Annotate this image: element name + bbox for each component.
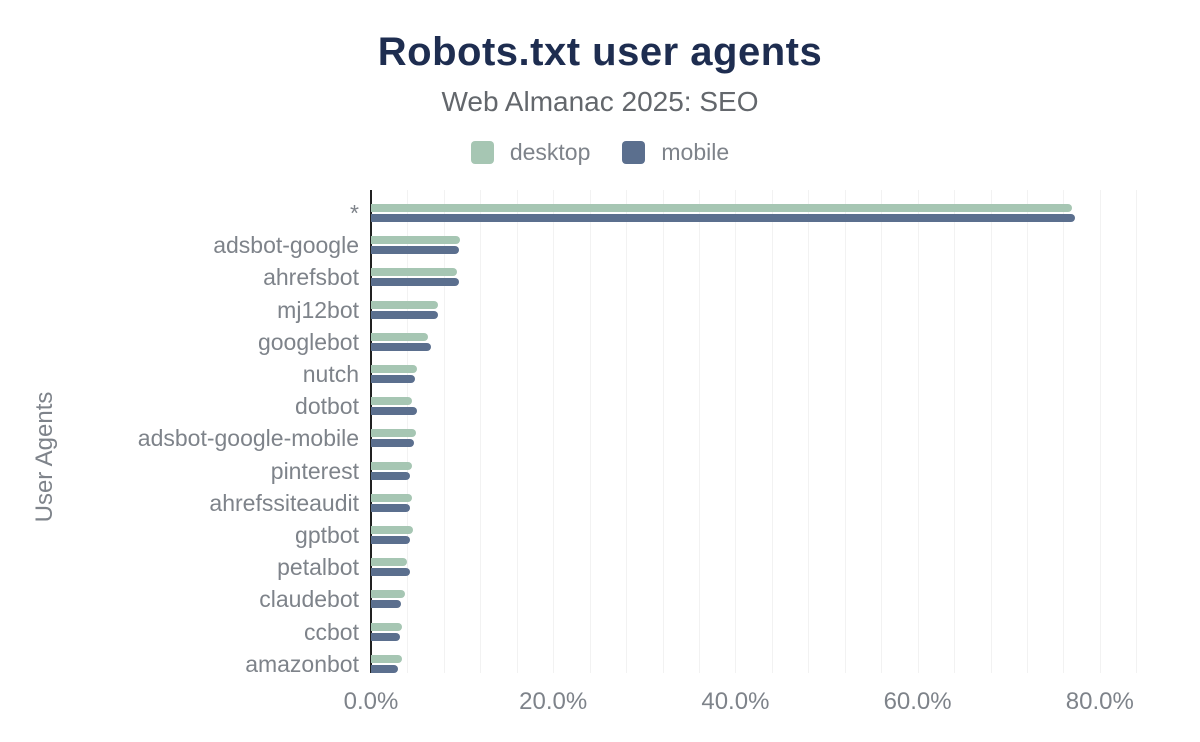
- bar-desktop-adsbot-google-mobile[interactable]: [371, 429, 416, 438]
- category-label: ahrefssiteaudit: [209, 489, 359, 516]
- bar-desktop-gptbot[interactable]: [371, 526, 413, 534]
- bar-mobile-adsbot-google-mobile[interactable]: [371, 439, 414, 448]
- category-label: mj12bot: [277, 296, 359, 323]
- bar-mobile-star[interactable]: [371, 214, 1076, 222]
- vertical-gridline: [990, 190, 992, 673]
- bar-desktop-adsbot-google[interactable]: [371, 236, 461, 245]
- vertical-gridline: [480, 190, 482, 673]
- legend-label: mobile: [661, 139, 730, 165]
- bar-desktop-mj12bot[interactable]: [371, 300, 438, 309]
- bar-desktop-pinterest[interactable]: [371, 461, 412, 470]
- vertical-gridline: [553, 190, 555, 673]
- category-label: dotbot: [295, 393, 359, 420]
- legend-item-mobile[interactable]: mobile: [622, 139, 729, 166]
- bar-desktop-ccbot[interactable]: [371, 622, 402, 631]
- bar-mobile-gptbot[interactable]: [371, 536, 411, 544]
- category-label: ahrefsbot: [263, 264, 359, 291]
- bar-mobile-claudebot[interactable]: [371, 600, 402, 609]
- x-axis-tick-label: 0.0%: [343, 688, 399, 715]
- bar-mobile-adsbot-google[interactable]: [371, 246, 459, 255]
- bar-mobile-mj12bot[interactable]: [371, 310, 438, 319]
- category-label: nutch: [302, 361, 359, 387]
- bar-mobile-ahrefsbot[interactable]: [371, 278, 459, 287]
- vertical-gridline: [808, 190, 810, 673]
- vertical-gridline: [954, 190, 955, 673]
- category-label: amazonbot: [245, 650, 359, 677]
- bar-mobile-nutch[interactable]: [371, 375, 415, 383]
- bar-desktop-googlebot[interactable]: [371, 332, 428, 341]
- bar-desktop-ahrefssiteaudit[interactable]: [371, 493, 412, 502]
- chart-subtitle: Web Almanac 2025: SEO: [441, 86, 759, 117]
- vertical-gridline: [917, 190, 919, 673]
- chart-legend: desktop mobile: [0, 139, 1200, 166]
- category-label: adsbot-google: [213, 232, 359, 259]
- category-label: googlebot: [257, 328, 359, 355]
- bar-desktop-ahrefsbot[interactable]: [371, 268, 457, 277]
- bar-desktop-amazonbot[interactable]: [371, 654, 402, 663]
- category-label: adsbot-google-mobile: [137, 425, 359, 452]
- vertical-gridline: [844, 190, 846, 673]
- vertical-gridline: [1063, 190, 1065, 673]
- vertical-gridline: [1136, 190, 1138, 673]
- legend-swatch-mobile: [622, 141, 646, 164]
- legend-swatch-desktop: [470, 141, 494, 164]
- bar-mobile-googlebot[interactable]: [371, 342, 432, 351]
- bar-desktop-star[interactable]: [371, 204, 1072, 212]
- vertical-gridline: [662, 190, 664, 673]
- vertical-gridline: [516, 190, 518, 673]
- legend-item-desktop[interactable]: desktop: [470, 139, 591, 166]
- chart-title: Robots.txt user agents: [377, 30, 823, 74]
- legend-label: desktop: [509, 139, 591, 165]
- bar-mobile-ahrefssiteaudit[interactable]: [371, 503, 411, 512]
- bar-desktop-claudebot[interactable]: [371, 590, 405, 599]
- bar-mobile-pinterest[interactable]: [371, 471, 411, 480]
- bar-desktop-petalbot[interactable]: [371, 558, 408, 567]
- bar-desktop-nutch[interactable]: [371, 365, 417, 373]
- x-axis-tick-label: 80.0%: [1065, 688, 1134, 715]
- bar-mobile-petalbot[interactable]: [371, 568, 411, 577]
- vertical-gridline: [626, 190, 628, 673]
- category-label: gptbot: [295, 522, 359, 548]
- vertical-gridline: [1099, 190, 1101, 673]
- vertical-gridline: [699, 190, 700, 673]
- category-label: ccbot: [304, 618, 359, 645]
- vertical-gridline: [443, 190, 445, 673]
- bar-mobile-amazonbot[interactable]: [371, 664, 399, 673]
- category-label: pinterest: [270, 457, 359, 484]
- x-axis-tick-label: 40.0%: [701, 688, 770, 715]
- x-axis-tick-label: 60.0%: [883, 688, 952, 715]
- vertical-gridline: [771, 190, 773, 673]
- category-label: petalbot: [277, 554, 359, 581]
- x-axis-tick-label: 20.0%: [519, 688, 588, 715]
- vertical-gridline: [589, 190, 591, 673]
- vertical-gridline: [881, 190, 883, 673]
- vertical-gridline: [735, 190, 737, 673]
- bar-mobile-dotbot[interactable]: [371, 407, 417, 416]
- bar-mobile-ccbot[interactable]: [371, 632, 401, 641]
- category-label: claudebot: [259, 586, 359, 613]
- category-label: *: [350, 200, 359, 226]
- vertical-gridline: [1026, 190, 1028, 673]
- bar-desktop-dotbot[interactable]: [371, 397, 412, 406]
